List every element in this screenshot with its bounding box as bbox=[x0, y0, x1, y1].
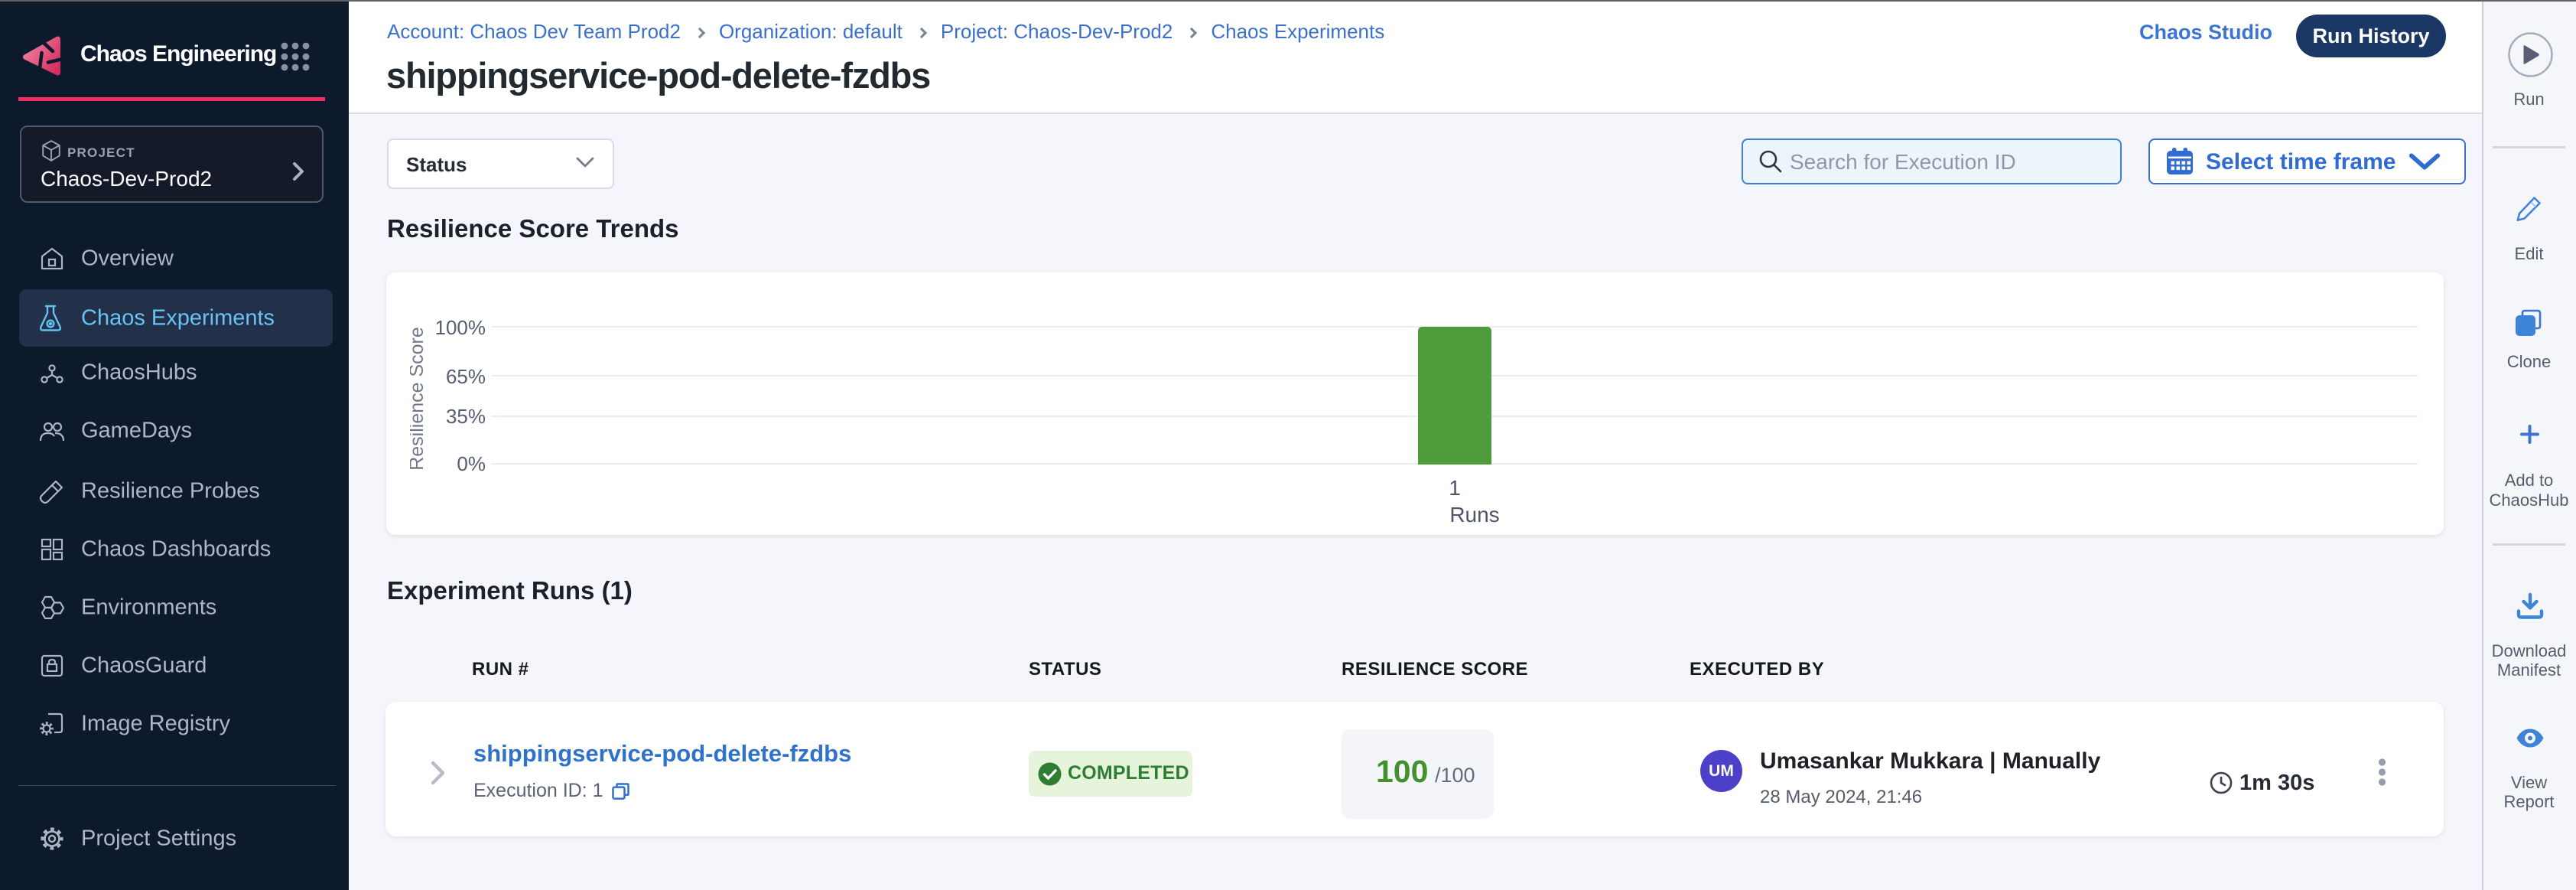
svg-text:Resilience Score: Resilience Score bbox=[410, 327, 428, 471]
